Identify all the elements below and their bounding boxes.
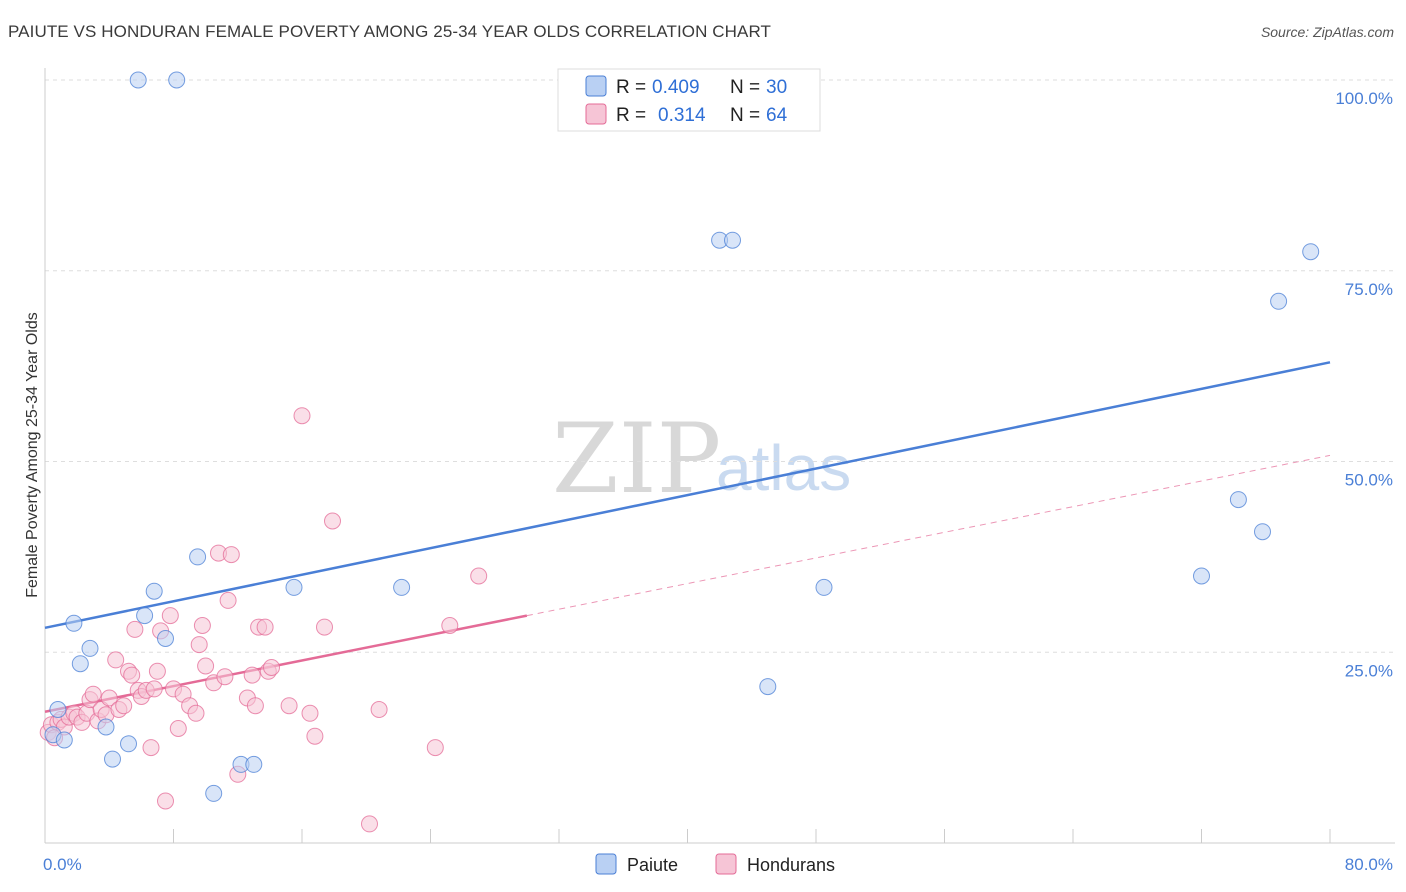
series-swatch-paiute [595, 853, 617, 875]
point-paiute [55, 731, 73, 749]
point-hondurans [293, 407, 311, 425]
point-hondurans [107, 651, 125, 669]
point-hondurans [197, 657, 215, 675]
point-paiute [285, 578, 303, 596]
point-paiute [136, 607, 154, 625]
gridlines [45, 79, 1395, 653]
point-paiute [1270, 292, 1288, 310]
point-hondurans [123, 666, 141, 684]
trend-line-paiute [44, 361, 1331, 630]
source-credit: Source: ZipAtlas.com [1260, 24, 1394, 40]
point-paiute [759, 678, 777, 696]
point-paiute [189, 548, 207, 566]
watermark-atlas: atlas [716, 432, 851, 504]
point-hondurans [470, 567, 488, 585]
point-hondurans [142, 739, 160, 757]
legend-n-label-hondurans: N = [730, 105, 760, 126]
point-hondurans [219, 591, 237, 609]
point-hondurans [84, 685, 102, 703]
point-hondurans [115, 697, 133, 715]
point-hondurans [187, 704, 205, 722]
point-paiute [65, 614, 83, 632]
y-axis-label: Female Poverty Among 25-34 Year Olds [24, 312, 41, 598]
legend-r-label-hondurans: R = [616, 105, 646, 126]
y-tick-label: 50.0% [1345, 471, 1393, 490]
legend-n-value-paiute: 30 [766, 77, 787, 98]
point-paiute [205, 784, 223, 802]
series-swatch-hondurans [715, 853, 737, 875]
point-paiute [120, 735, 137, 753]
x-tick-label: 80.0% [1345, 855, 1393, 874]
point-hondurans [222, 546, 240, 564]
point-hondurans [216, 668, 234, 686]
series-label-paiute: Paiute [627, 855, 678, 875]
point-hondurans [370, 701, 388, 718]
series-legend: Paiute Hondurans [595, 853, 835, 875]
point-hondurans [426, 739, 444, 757]
point-hondurans [100, 689, 118, 707]
point-paiute [1302, 243, 1320, 261]
point-hondurans [243, 666, 261, 684]
point-paiute [245, 755, 263, 773]
point-paiute [49, 701, 67, 718]
legend-r-label-paiute: R = [616, 77, 646, 98]
point-hondurans [148, 662, 166, 680]
point-paiute [1229, 491, 1247, 509]
point-paiute [104, 750, 121, 768]
point-hondurans [193, 617, 211, 634]
series-label-hondurans: Hondurans [747, 855, 835, 875]
watermark: ZIP atlas [552, 403, 851, 515]
point-paiute [157, 630, 174, 647]
point-paiute [168, 71, 186, 89]
point-paiute [724, 231, 741, 249]
legend-r-value-hondurans: 0.314 [658, 105, 706, 126]
point-hondurans [190, 636, 208, 654]
point-paiute [81, 639, 99, 657]
point-paiute [97, 718, 115, 736]
y-tick-label: 25.0% [1345, 661, 1393, 680]
watermark-zip: ZIP [552, 403, 721, 515]
axes [44, 68, 1395, 844]
x-tick-labels: 0.0% 80.0% [43, 855, 1393, 874]
trend-extension-hondurans [526, 454, 1331, 617]
point-paiute [71, 655, 89, 673]
point-hondurans [126, 620, 144, 638]
point-hondurans [157, 792, 174, 810]
legend-swatch-hondurans [585, 103, 607, 125]
point-hondurans [361, 815, 378, 833]
legend: R = 0.409 N = 30 R = 0.314 N = 64 [557, 68, 821, 132]
point-paiute [1254, 523, 1271, 541]
legend-swatch-paiute [585, 75, 607, 97]
point-hondurans [246, 697, 264, 715]
y-tick-label: 100.0% [1335, 89, 1393, 108]
point-hondurans [263, 659, 280, 676]
chart-title: PAIUTE VS HONDURAN FEMALE POVERTY AMONG … [8, 22, 772, 41]
point-hondurans [324, 512, 341, 530]
point-paiute [815, 578, 833, 596]
y-tick-labels: 25.0% 50.0% 75.0% 100.0% [1335, 89, 1393, 680]
point-paiute [1193, 567, 1210, 585]
point-hondurans [161, 607, 179, 625]
y-tick-label: 75.0% [1345, 280, 1393, 299]
point-hondurans [169, 720, 187, 737]
point-hondurans [301, 704, 319, 722]
point-hondurans [316, 618, 333, 636]
point-hondurans [256, 618, 274, 636]
point-hondurans [280, 697, 298, 715]
legend-n-value-hondurans: 64 [766, 105, 788, 126]
point-paiute [393, 578, 411, 596]
x-tick-label: 0.0% [43, 855, 82, 874]
point-hondurans [145, 680, 163, 698]
point-paiute [129, 71, 147, 89]
point-paiute [145, 582, 163, 600]
legend-r-value-paiute: 0.409 [652, 77, 700, 98]
point-hondurans [306, 727, 324, 745]
legend-n-label-paiute: N = [730, 77, 760, 98]
point-hondurans [441, 617, 459, 634]
